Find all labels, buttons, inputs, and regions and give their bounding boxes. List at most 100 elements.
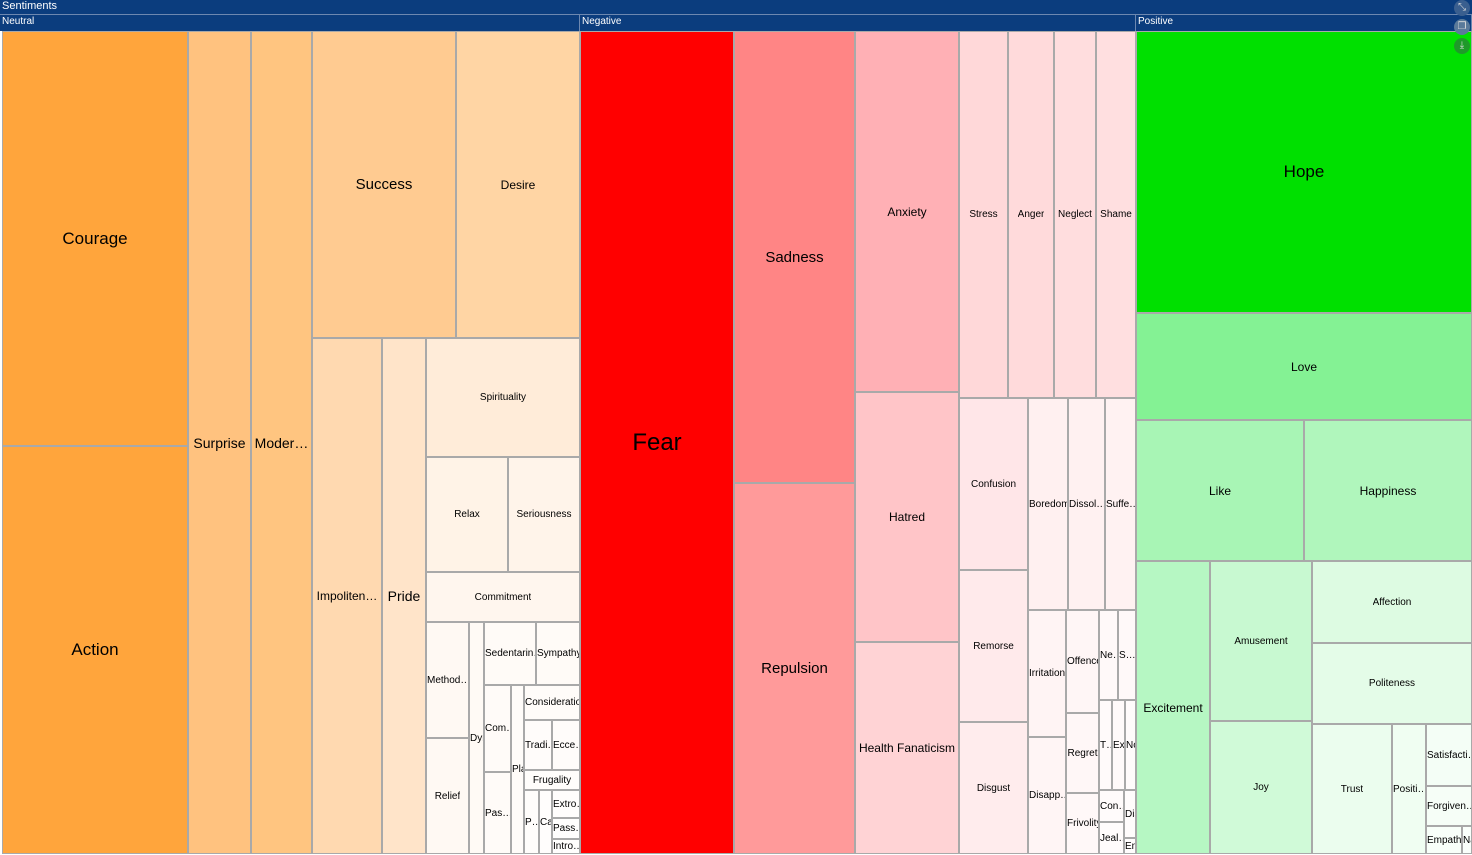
- tile-label: S…: [1119, 649, 1135, 661]
- tile-neutral[interactable]: Com…: [484, 685, 511, 772]
- tile-neutral[interactable]: Success: [312, 31, 456, 338]
- tile-label: Consideration: [525, 697, 579, 708]
- tile-negative[interactable]: S…: [1118, 610, 1136, 700]
- tile-negative[interactable]: Disapp…: [1028, 737, 1066, 854]
- tile-negative[interactable]: Dis: [1124, 790, 1136, 838]
- tile-neutral[interactable]: Seriousness: [508, 457, 580, 572]
- tile-label: Ne…: [1100, 649, 1117, 661]
- tile-positive[interactable]: Joy: [1210, 721, 1312, 854]
- tile-neutral[interactable]: Commitment: [426, 572, 580, 622]
- tile-negative[interactable]: Exa: [1112, 700, 1125, 790]
- tile-positive[interactable]: Hope: [1136, 31, 1472, 313]
- tile-negative[interactable]: Ne…: [1099, 610, 1118, 700]
- tile-neutral[interactable]: Moder…: [251, 31, 312, 854]
- tile-neutral[interactable]: Pride: [382, 338, 426, 854]
- tile-label: Repulsion: [761, 660, 828, 677]
- tile-negative[interactable]: T…: [1099, 700, 1112, 790]
- tile-negative[interactable]: Anger: [1008, 31, 1054, 398]
- tile-neutral[interactable]: Tradi…: [524, 720, 552, 770]
- tile-negative[interactable]: Offence: [1066, 610, 1099, 713]
- tile-label: Intro…: [553, 841, 579, 852]
- tile-negative[interactable]: Anxiety: [855, 31, 959, 392]
- tile-label: Impoliten…: [316, 589, 378, 603]
- tile-negative[interactable]: Jeal…: [1099, 822, 1124, 854]
- tile-negative[interactable]: Env: [1124, 838, 1136, 854]
- tile-negative[interactable]: Health Fanaticism: [855, 642, 959, 854]
- tile-neutral[interactable]: P…: [524, 790, 539, 854]
- tile-positive[interactable]: Na Lo: [1462, 826, 1472, 854]
- tile-label: Dissol…: [1069, 498, 1104, 510]
- group-header-positive[interactable]: Positive: [1136, 15, 1472, 31]
- tile-negative[interactable]: Disgust: [959, 722, 1028, 854]
- tile-negative[interactable]: Stress: [959, 31, 1008, 398]
- tile-label: Joy: [1253, 782, 1269, 793]
- tile-negative[interactable]: No: [1125, 700, 1136, 790]
- copy-icon[interactable]: ❐: [1454, 19, 1470, 35]
- tile-neutral[interactable]: Relief: [426, 738, 469, 854]
- tile-label: Sadness: [765, 248, 824, 266]
- tile-positive[interactable]: Like: [1136, 420, 1304, 561]
- tile-positive[interactable]: Empathy: [1426, 826, 1462, 854]
- tile-neutral[interactable]: Desire: [456, 31, 580, 338]
- tile-neutral[interactable]: Consideration: [524, 685, 580, 720]
- tile-negative[interactable]: Boredom: [1028, 398, 1068, 610]
- tile-neutral[interactable]: Action: [2, 446, 188, 854]
- tile-neutral[interactable]: Intro…: [552, 839, 580, 854]
- tile-label: Env: [1125, 840, 1135, 852]
- tile-neutral[interactable]: Surprise: [188, 31, 251, 854]
- tile-neutral[interactable]: Method…: [426, 622, 469, 738]
- tile-positive[interactable]: Happiness: [1304, 420, 1472, 561]
- tile-negative[interactable]: Dissol…: [1068, 398, 1105, 610]
- tile-neutral[interactable]: Spirituality: [426, 338, 580, 457]
- tile-label: Irritation: [1029, 668, 1065, 679]
- tile-negative[interactable]: Sadness: [734, 31, 855, 483]
- tile-positive[interactable]: Amusement: [1210, 561, 1312, 721]
- collapse-icon[interactable]: ⤡: [1454, 0, 1470, 16]
- tile-label: Exa: [1113, 739, 1124, 751]
- tile-neutral[interactable]: Dyn: [469, 622, 484, 854]
- tile-positive[interactable]: Positi…: [1392, 724, 1426, 854]
- tile-negative[interactable]: Neglect: [1054, 31, 1096, 398]
- tile-label: Sympathy: [537, 648, 579, 659]
- tile-neutral[interactable]: Impoliten…: [312, 338, 382, 854]
- tile-neutral[interactable]: Frugality: [524, 770, 580, 790]
- tile-positive[interactable]: Excitement: [1136, 561, 1210, 854]
- download-icon[interactable]: ⤓: [1454, 38, 1470, 54]
- tile-positive[interactable]: Love: [1136, 313, 1472, 420]
- group-header-negative[interactable]: Negative: [580, 15, 1136, 31]
- tile-negative[interactable]: Repulsion: [734, 483, 855, 854]
- tile-positive[interactable]: Affection: [1312, 561, 1472, 643]
- tile-negative[interactable]: Remorse: [959, 570, 1028, 722]
- tile-negative[interactable]: Frivolity: [1066, 793, 1099, 854]
- tile-negative[interactable]: Fear: [580, 31, 734, 854]
- tile-neutral[interactable]: Cal: [539, 790, 552, 854]
- tile-neutral[interactable]: Pass…: [552, 818, 580, 839]
- tile-neutral[interactable]: Ecce…: [552, 720, 580, 770]
- tile-negative[interactable]: Irritation: [1028, 610, 1066, 737]
- tile-label: Pla: [512, 764, 523, 775]
- group-header-neutral[interactable]: Neutral: [0, 15, 580, 31]
- tile-positive[interactable]: Politeness: [1312, 643, 1472, 724]
- tile-label: Desire: [500, 177, 536, 192]
- tile-neutral[interactable]: Relax: [426, 457, 508, 572]
- tile-negative[interactable]: Regret: [1066, 713, 1099, 793]
- tile-label: Frivolity: [1067, 818, 1098, 829]
- tile-positive[interactable]: Trust: [1312, 724, 1392, 854]
- tile-neutral[interactable]: Courage: [2, 31, 188, 446]
- tile-label: Con…: [1100, 800, 1123, 812]
- tile-label: Method…: [427, 674, 468, 686]
- tile-negative[interactable]: Con…: [1099, 790, 1124, 822]
- tile-neutral[interactable]: Sedentarin…: [484, 622, 536, 685]
- tile-positive[interactable]: Satisfacti…: [1426, 724, 1472, 786]
- tile-label: Offence: [1067, 656, 1098, 667]
- tile-negative[interactable]: Shame: [1096, 31, 1136, 398]
- tile-neutral[interactable]: Extro…: [552, 790, 580, 818]
- tile-neutral[interactable]: Pla: [511, 685, 524, 854]
- tile-negative[interactable]: Hatred: [855, 392, 959, 642]
- tile-positive[interactable]: Forgiven…: [1426, 786, 1472, 826]
- tile-negative[interactable]: Confusion: [959, 398, 1028, 570]
- tile-neutral[interactable]: Sympathy: [536, 622, 580, 685]
- tile-neutral[interactable]: Pas…: [484, 772, 511, 854]
- tile-negative[interactable]: Suffe…: [1105, 398, 1136, 610]
- tile-label: Commitment: [474, 591, 532, 603]
